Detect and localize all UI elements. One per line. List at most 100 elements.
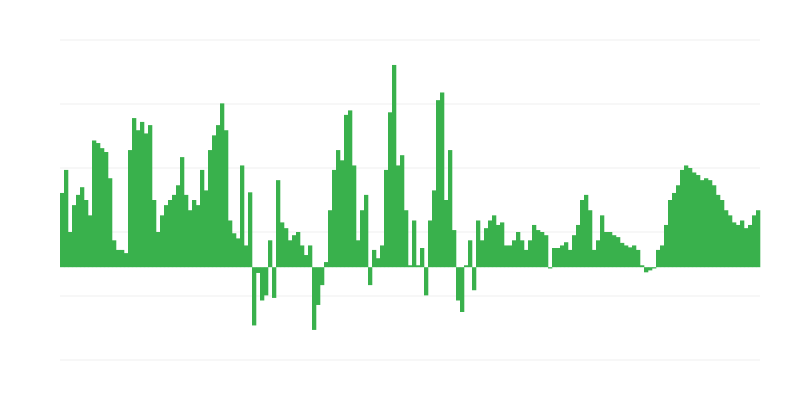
bar [432, 190, 437, 268]
bar [700, 180, 705, 268]
bar [720, 200, 725, 268]
bar [60, 192, 65, 268]
bar [260, 267, 265, 301]
bar [724, 210, 729, 268]
bar [548, 267, 553, 269]
bar [632, 245, 637, 268]
bar [540, 232, 545, 268]
bar [448, 150, 453, 268]
bar [100, 148, 105, 268]
bar [196, 205, 201, 268]
bar [344, 114, 349, 268]
bar [132, 118, 137, 268]
bar [88, 215, 93, 268]
bar [712, 185, 717, 268]
bars [60, 64, 761, 330]
bar [296, 232, 301, 268]
bar [588, 210, 593, 268]
bar [364, 194, 369, 268]
bar [708, 180, 713, 268]
bar [372, 249, 377, 268]
bar [232, 233, 237, 268]
bar [704, 178, 709, 268]
bar [192, 200, 197, 268]
bar [460, 267, 465, 312]
bar [696, 175, 701, 268]
bar [628, 247, 633, 268]
bar [220, 103, 225, 268]
bar [740, 220, 745, 268]
bar [412, 220, 417, 268]
bar [472, 267, 477, 291]
bar [200, 169, 205, 268]
bar [496, 224, 501, 268]
bar [272, 267, 277, 298]
bar [304, 255, 309, 268]
bar [464, 265, 469, 268]
bar [80, 187, 85, 268]
bar [184, 194, 189, 268]
bar [120, 249, 125, 268]
bar [336, 150, 341, 268]
bar [532, 224, 537, 268]
bar [744, 228, 749, 268]
bar [752, 215, 757, 268]
bar [536, 230, 541, 268]
bar [476, 220, 481, 268]
bar [584, 194, 589, 268]
bar [140, 121, 145, 268]
bar [280, 222, 285, 268]
bar [672, 192, 677, 268]
bar [172, 194, 177, 268]
bar [616, 237, 621, 268]
bar [604, 232, 609, 268]
bar [76, 194, 81, 268]
bar [340, 160, 345, 268]
bar [252, 267, 257, 326]
bar [556, 248, 561, 268]
bar [64, 169, 69, 268]
bar [692, 172, 697, 268]
gridlines [60, 39, 760, 361]
bar [180, 157, 185, 268]
bar [492, 215, 497, 268]
bar [392, 64, 397, 268]
bar [608, 232, 613, 268]
bar [512, 240, 517, 268]
bar [444, 200, 449, 268]
bar [656, 249, 661, 268]
bar [96, 143, 101, 268]
bar [264, 267, 269, 296]
bar [228, 220, 233, 268]
bar [400, 155, 405, 268]
bar [92, 140, 97, 268]
bar [104, 152, 109, 268]
bar [480, 240, 485, 268]
bar [572, 235, 577, 268]
bar [244, 245, 249, 268]
bar [592, 249, 597, 268]
bar [164, 205, 169, 268]
bar [500, 222, 505, 268]
bar [216, 125, 221, 268]
bar [636, 249, 641, 268]
bar [284, 228, 289, 268]
bar [332, 169, 337, 268]
bar [308, 245, 313, 268]
bar [408, 265, 413, 268]
bar [124, 253, 129, 268]
bar [424, 267, 429, 296]
bar [664, 224, 669, 268]
bar [596, 240, 601, 268]
bar [168, 200, 173, 268]
bar [680, 169, 685, 268]
bar [668, 200, 673, 268]
bar [256, 267, 261, 273]
bar [676, 185, 681, 268]
bar [580, 200, 585, 268]
bar [560, 245, 565, 268]
bar [208, 150, 213, 268]
bar [552, 248, 557, 268]
bar [508, 245, 513, 268]
bar [348, 110, 353, 268]
